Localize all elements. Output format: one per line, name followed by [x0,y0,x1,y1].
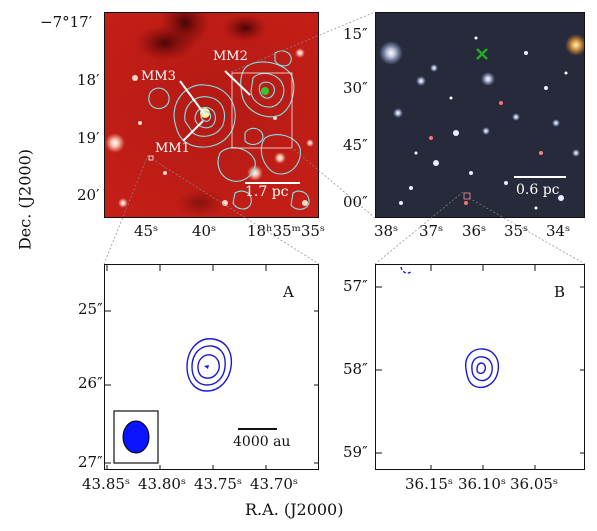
dec-tick-b-1: 57″ [343,277,368,295]
scalebar-label-tl: 1.7 pc [245,184,289,200]
dec-tick-tl-2: 18′ [77,71,100,89]
ra-tick-tr-1: 38ˢ [374,222,399,240]
dec-tick-a-1: 25″ [78,300,103,318]
scalebar-label-a: 4000 au [233,434,291,450]
panel-top-right-image: 0.6 pc [375,12,585,218]
dec-tick-tl-3: 19′ [77,129,100,147]
panel-b-letter: B [554,283,566,301]
ra-tick-b-2: 36.10ˢ [458,475,506,493]
ra-tick-b-3: 36.05ˢ [510,475,558,493]
panel-b: B [375,264,585,470]
dec-tick-tl-1: −7°17′ [40,13,93,31]
dec-tick-tr-2: 30″ [343,79,368,97]
ra-tick-tr-2: 37ˢ [419,222,444,240]
dec-tick-tl-4: 20′ [77,186,100,204]
ra-tick-a-4: 43.70ˢ [250,475,298,493]
ra-tick-tr-3: 36ˢ [462,222,487,240]
label-mm2: MM2 [213,49,248,64]
ra-tick-tr-5: 34ˢ [546,222,571,240]
panel-top-left-image: MM2 MM3 MM1 1.7 pc [104,12,319,218]
dec-tick-a-2: 26″ [78,374,103,392]
ra-tick-tl-3: 18ʰ35ᵐ35ˢ [247,222,326,240]
dec-tick-b-3: 59″ [343,443,368,461]
panel-b-graphic [376,265,584,469]
ra-tick-a-1: 43.85ˢ [82,475,130,493]
dec-tick-tr-1: 15″ [343,25,368,43]
ra-tick-tl-1: 45ˢ [134,222,159,240]
ra-tick-tl-2: 40ˢ [192,222,217,240]
ra-tick-b-1: 36.15ˢ [405,475,453,493]
dec-tick-b-2: 58″ [343,360,368,378]
panel-a-graphic [105,265,318,469]
x-axis-label: R.A. (J2000) [245,500,344,519]
label-mm1: MM1 [155,141,190,156]
dec-tick-tr-4: 00″ [343,193,368,211]
y-axis-label: Dec. (J2000) [15,148,35,251]
ra-tick-a-3: 43.75ˢ [194,475,242,493]
panel-top-right-graphic [376,13,584,217]
panel-a: A 4000 au [104,264,319,470]
scalebar-label-tr: 0.6 pc [516,182,560,198]
dec-tick-a-3: 27″ [78,453,103,471]
dec-tick-tr-3: 45″ [343,136,368,154]
ra-tick-a-2: 43.80ˢ [138,475,186,493]
panel-a-letter: A [283,283,294,301]
ra-tick-tr-4: 35ˢ [504,222,529,240]
label-mm3: MM3 [141,69,176,84]
